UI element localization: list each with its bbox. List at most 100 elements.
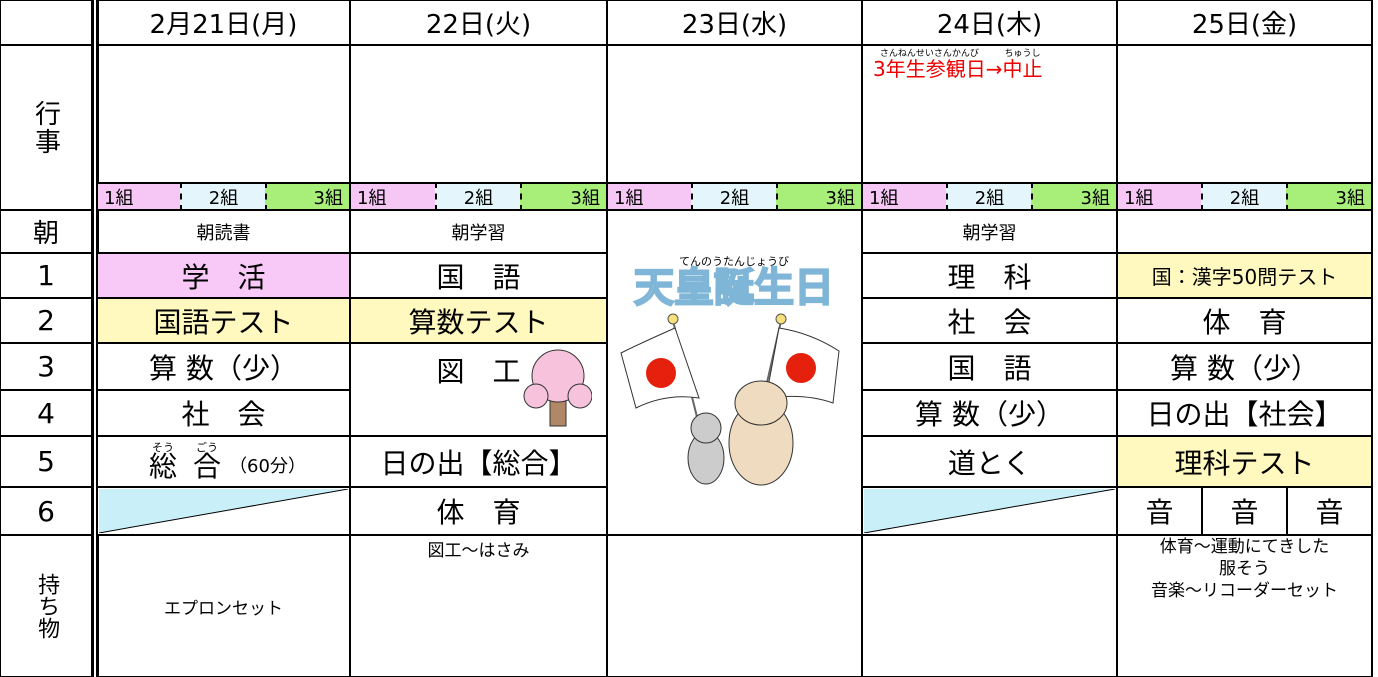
group-label: 2組 [974, 187, 1005, 209]
ruby-block: ごう合 [193, 442, 221, 481]
day-label: 23日(水) [681, 10, 788, 40]
period-cell: 社 会 [861, 297, 1118, 344]
day-header: 2月21日(月) [96, 0, 351, 46]
period-cell: そう総ごう合 （60分） [96, 435, 351, 488]
group-label: 1組 [357, 187, 387, 209]
sub-cell: 音 [1201, 488, 1286, 534]
ruby-block: さんねんせいさんかんび 3年生参観日 [873, 49, 986, 80]
subject: 音 [1315, 496, 1344, 529]
period-cell: 国 語 [861, 342, 1118, 391]
group-cell: 3組 [264, 182, 351, 211]
group-cell: 2組 [946, 182, 1033, 211]
holiday-name: 天皇誕生日 [634, 265, 834, 311]
group-cell: 3組 [776, 182, 863, 211]
holiday-cell: てんのうたんじょうび 天皇誕生日 [606, 209, 863, 536]
group-cell: 3組 [1031, 182, 1118, 211]
period-cell: 理 科 [861, 252, 1118, 299]
corner-cell [0, 0, 93, 46]
label-cell: 2 [0, 297, 93, 344]
period-label: 5 [37, 445, 55, 478]
period-cell: 国：漢字50問テスト [1116, 252, 1373, 299]
day-header: 24日(木) [861, 0, 1118, 46]
group-label: 1組 [104, 187, 134, 209]
day-label: 22日(火) [425, 10, 532, 40]
group-cell: 2組 [180, 182, 267, 211]
subject: 図 工 [436, 355, 521, 388]
label-cell: 6 [0, 486, 93, 536]
period-label: 1 [37, 259, 55, 292]
group-cell: 2組 [691, 182, 778, 211]
ruby: さんねんせいさんかんび [879, 49, 979, 59]
morning-activity: 朝学習 [962, 222, 1017, 244]
morning-label: 朝 [32, 219, 59, 249]
period-cell: 算 数（少） [1116, 342, 1373, 391]
group-cell: 3組 [520, 182, 608, 211]
period-cell: 日の出【総合】 [349, 435, 608, 488]
subject: 体 育 [1202, 305, 1287, 339]
subject: 日の出【社会】 [1146, 398, 1343, 431]
holiday-illustration: てんのうたんじょうび 天皇誕生日 [620, 255, 840, 485]
belongings-cell [861, 534, 1118, 677]
period-cell: 図 工 [349, 342, 608, 437]
belonging-item: 体育〜運動にてきした [1159, 537, 1330, 557]
period-label: 2 [37, 304, 55, 337]
period-cell: 道とく [861, 435, 1118, 488]
morning-activity: 朝学習 [451, 222, 506, 244]
day-header: 25日(金) [1116, 0, 1373, 46]
morning-cell [1116, 209, 1373, 254]
subject: 社 会 [181, 398, 266, 431]
group-label: 1組 [869, 187, 899, 209]
ruby-block: ちゅうし 中止 [1002, 49, 1043, 81]
morning-activity: 朝読書 [196, 222, 251, 244]
belonging-item: 服そう [1219, 559, 1270, 580]
event-label: 行事 [30, 99, 61, 156]
day-header: 23日(水) [606, 0, 863, 46]
group-label: 2組 [719, 187, 750, 209]
subject: 日の出【総合】 [380, 446, 577, 480]
subject: 音 [1145, 496, 1174, 529]
group-cell: 1組 [96, 182, 183, 211]
label-cell: 3 [0, 342, 93, 391]
ruby-block: そう総 [149, 442, 177, 481]
morning-cell: 朝読書 [96, 209, 351, 254]
belongings-cell: 体育〜運動にてきした 服そう 音楽〜リコーダーセット [1116, 534, 1373, 677]
period-cell: 音音音 [1116, 486, 1373, 536]
group-label: 3組 [570, 187, 600, 209]
group-cell: 2組 [1201, 182, 1288, 211]
belongings-cell [606, 534, 863, 677]
label-cell: 持ち物 [0, 534, 93, 677]
event-cell [349, 44, 608, 184]
group-label: 3組 [825, 187, 855, 209]
day-label: 2月21日(月) [149, 10, 298, 40]
event-main: 中止 [1002, 57, 1043, 81]
sub-cell: 音 [1118, 488, 1201, 534]
label-cell: 5 [0, 435, 93, 488]
holiday-ruby: てんのうたんじょうび [679, 255, 789, 268]
subject: 国 語 [436, 260, 521, 294]
group-label: 3組 [1080, 187, 1110, 209]
subject: 理 科 [947, 260, 1032, 294]
note: （60分） [229, 456, 306, 477]
period-cell: 学 活 [96, 252, 351, 299]
subject: 国 語 [947, 351, 1032, 385]
subject: 社 会 [947, 305, 1032, 339]
label-cell: 朝 [0, 209, 93, 254]
subject: 学 活 [181, 260, 266, 294]
event-arrow: → [985, 57, 1003, 81]
subject: 算 数（少） [915, 398, 1064, 431]
group-cell: 1組 [606, 182, 693, 211]
group-label: 2組 [463, 187, 494, 209]
ruby: ちゅうし [1004, 49, 1041, 59]
morning-cell: 朝学習 [349, 209, 608, 254]
period-cell: 国語テスト [96, 297, 351, 344]
event-cell [606, 44, 863, 184]
diagonal [864, 489, 1115, 533]
event-cell [1116, 44, 1373, 184]
subject: 総 [149, 450, 178, 483]
period-cell [96, 486, 351, 536]
group-label: 2組 [208, 187, 239, 209]
day-label: 25日(金) [1191, 10, 1298, 40]
period-cell: 算 数（少） [861, 389, 1118, 437]
period-cell [861, 486, 1118, 536]
